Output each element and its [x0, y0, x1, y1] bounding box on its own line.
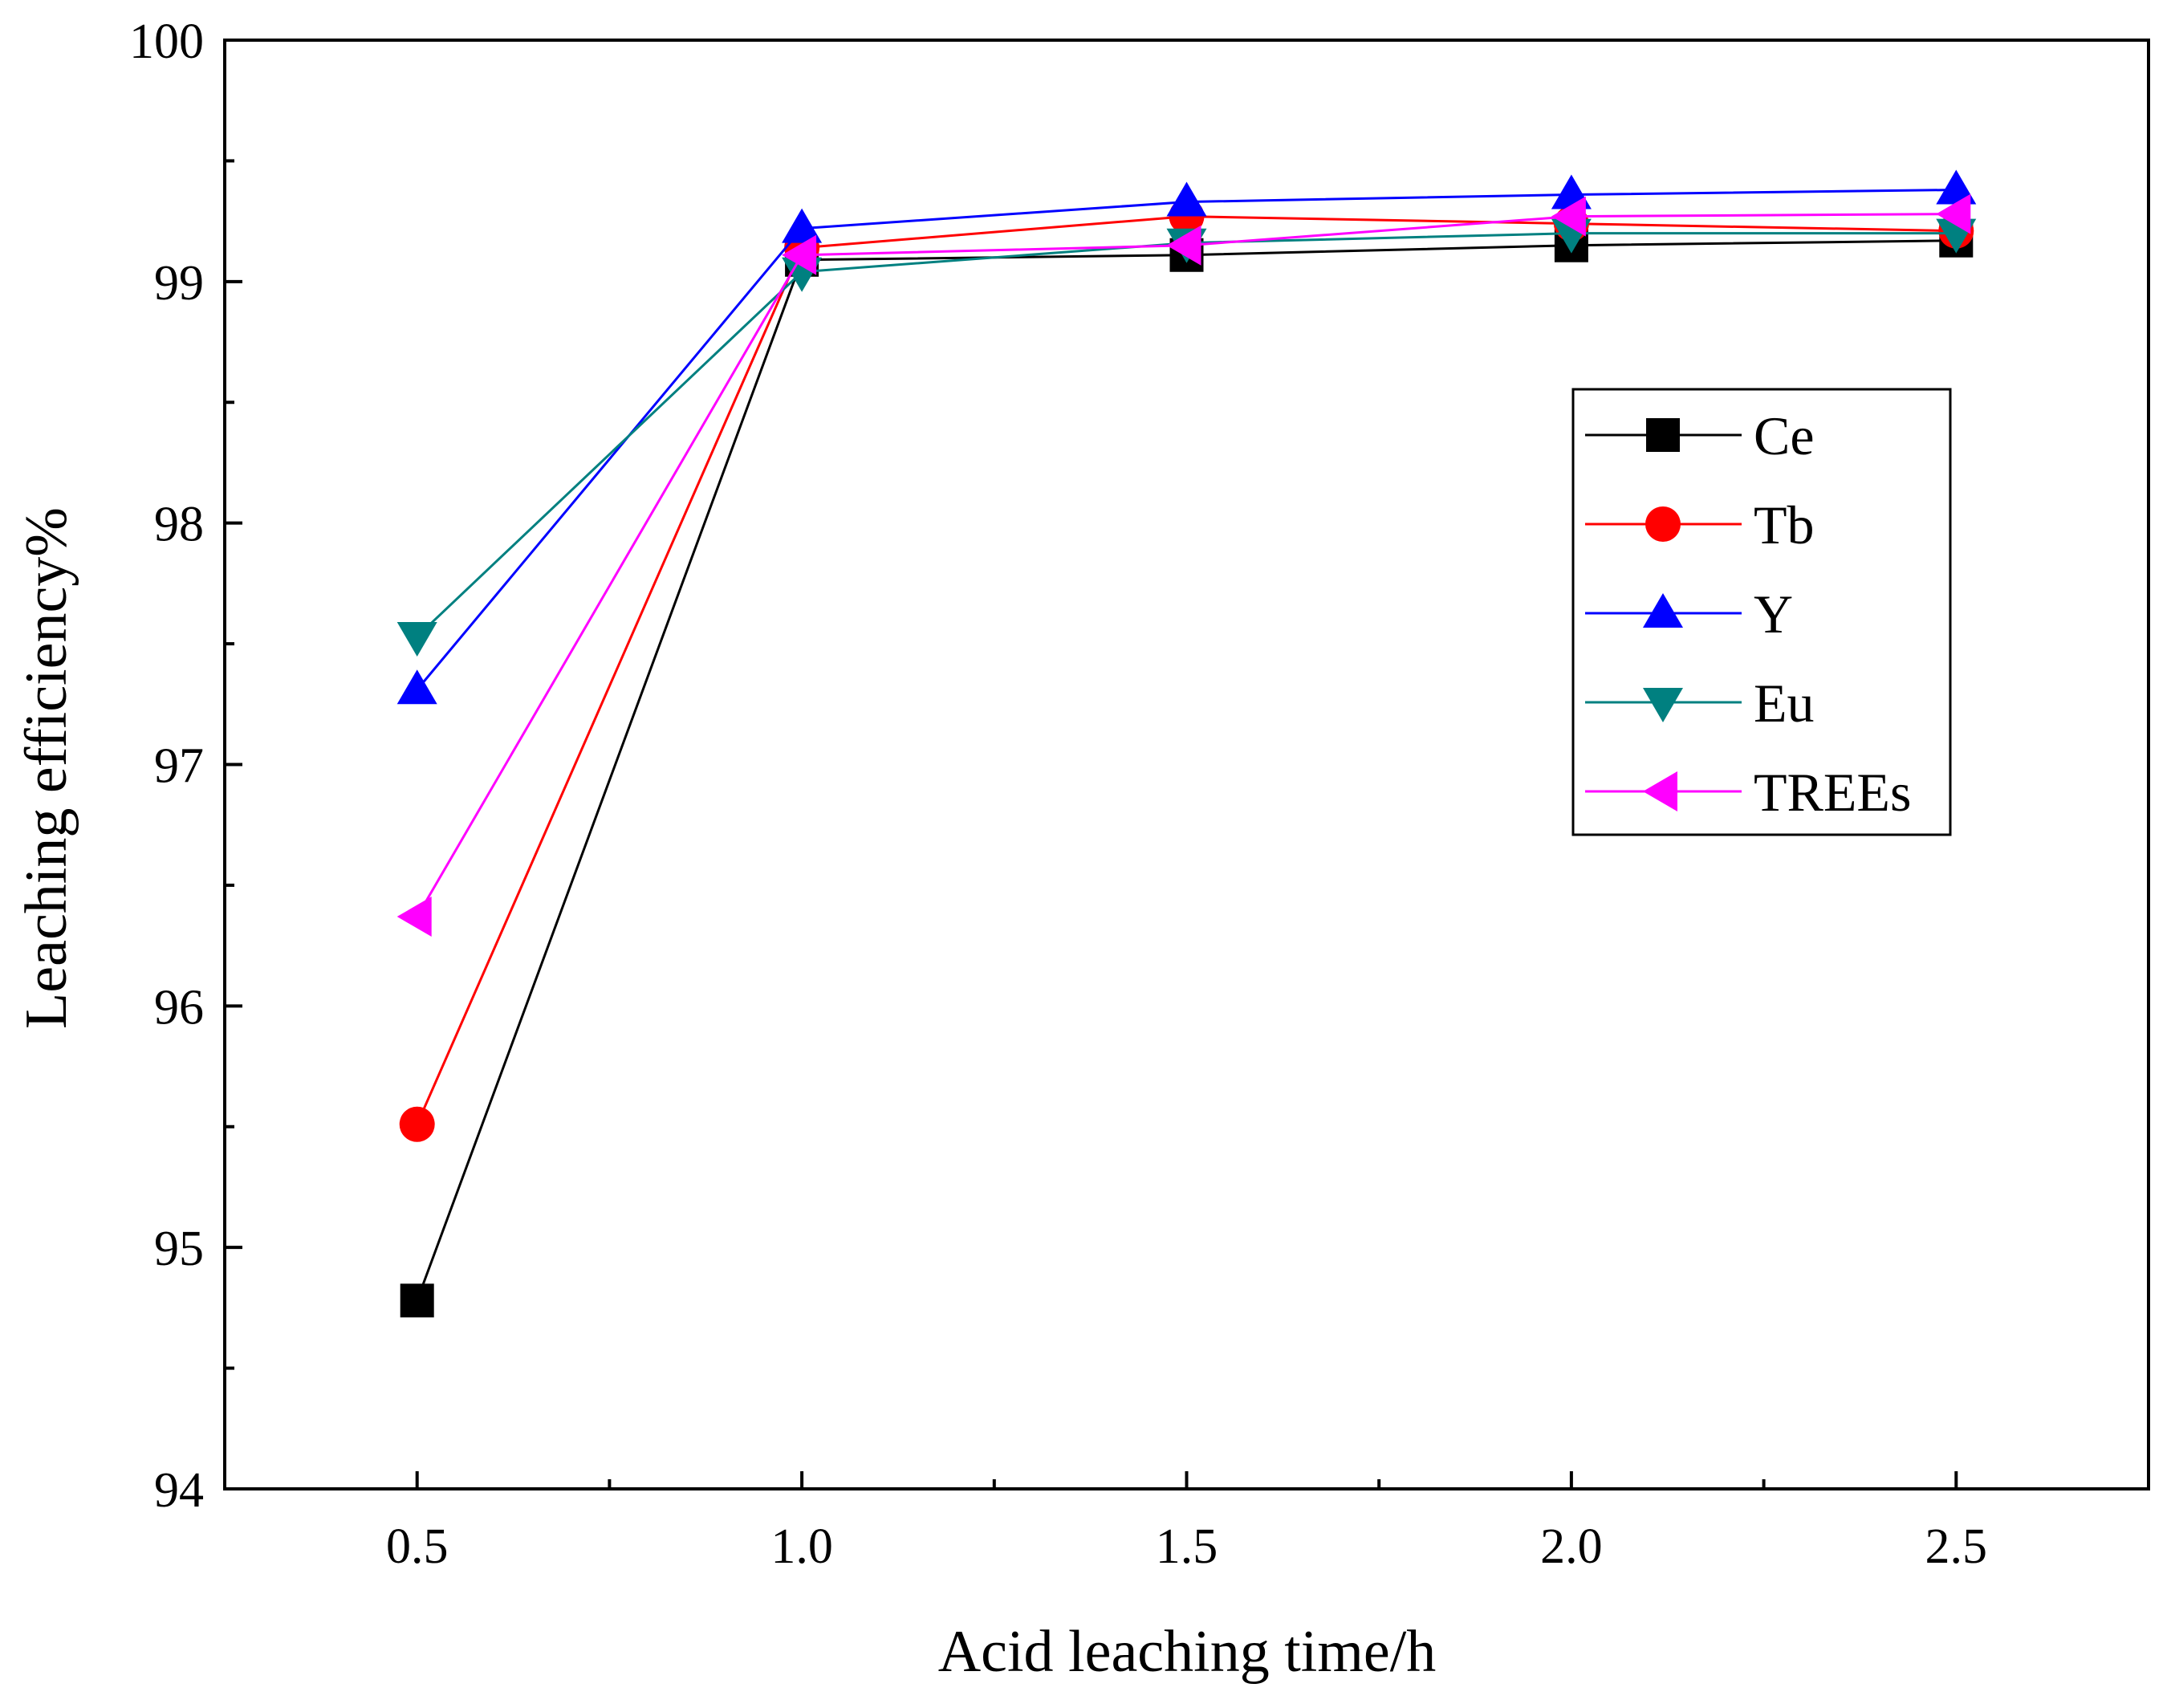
data-point-eu — [396, 622, 437, 657]
x-tick-label: 2.5 — [1925, 1519, 1988, 1574]
legend-label-eu: Eu — [1754, 673, 1815, 734]
legend-marker-y — [1643, 593, 1683, 628]
data-point-trees — [782, 234, 817, 275]
y-axis-label: Leaching efficiency% — [14, 507, 79, 1029]
y-tick-label: 100 — [129, 14, 204, 69]
legend-label-ce: Ce — [1754, 405, 1815, 466]
data-point-y — [396, 669, 437, 705]
legend-marker-tb — [1645, 506, 1681, 542]
legend: Ce Tb Y Eu TREEs — [1571, 388, 1952, 836]
legend-item-ce: Ce — [1585, 405, 1815, 466]
legend-label-y: Y — [1754, 584, 1793, 645]
y-tick-label: 97 — [154, 739, 204, 794]
data-point-trees — [1551, 196, 1586, 237]
y-tick-label: 94 — [154, 1463, 204, 1518]
x-tick-label: 1.0 — [770, 1519, 833, 1574]
series-layer — [396, 169, 1977, 1318]
legend-item-eu: Eu — [1585, 673, 1815, 734]
x-axis-label: Acid leaching time/h — [938, 1619, 1437, 1685]
data-point-ce — [400, 1283, 434, 1318]
data-point-trees — [1166, 225, 1201, 266]
data-point-tb — [399, 1106, 435, 1142]
legend-marker-trees — [1643, 771, 1677, 811]
data-point-y — [1166, 181, 1207, 217]
legend-marker-ce — [1646, 418, 1680, 452]
x-tick-label: 0.5 — [386, 1519, 449, 1574]
legend-item-tb: Tb — [1585, 494, 1815, 555]
legend-item-trees: TREEs — [1585, 762, 1911, 823]
legend-item-y: Y — [1585, 584, 1793, 645]
series-trees — [396, 193, 1971, 937]
series-y — [396, 169, 1977, 705]
data-point-y — [782, 208, 823, 243]
y-tick-label: 98 — [154, 498, 204, 552]
legend-label-trees: TREEs — [1754, 762, 1911, 823]
y-tick-label: 96 — [154, 980, 204, 1035]
y-tick-label: 99 — [154, 256, 204, 311]
legend-marker-eu — [1643, 688, 1683, 722]
axes: 0.5 1.0 1.5 2.0 2.5 94 95 96 97 98 99 100 — [129, 14, 2150, 1574]
legend-label-tb: Tb — [1754, 494, 1815, 555]
data-point-trees — [1936, 193, 1971, 234]
y-tick-label: 95 — [154, 1222, 204, 1276]
data-point-trees — [396, 897, 432, 937]
x-tick-label: 1.5 — [1156, 1519, 1218, 1574]
x-tick-label: 2.0 — [1540, 1519, 1603, 1574]
data-point-y — [1936, 169, 1977, 205]
